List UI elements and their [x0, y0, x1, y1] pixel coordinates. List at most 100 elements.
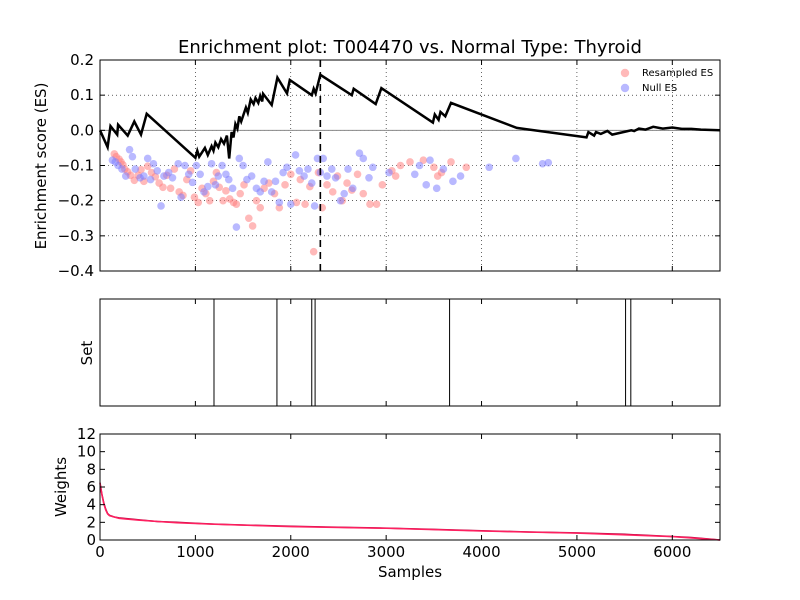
- resampled-es-point: [275, 203, 284, 212]
- resampled-es-point: [222, 187, 230, 195]
- null-es-point: [184, 170, 193, 179]
- null-es-point: [415, 161, 424, 170]
- null-es-point: [228, 184, 237, 193]
- resampled-es-point: [462, 163, 471, 172]
- null-es-point: [319, 154, 328, 163]
- resampled-es-point: [143, 162, 152, 171]
- weights-y-tick-label: 10: [77, 443, 96, 461]
- resampled-es-point: [396, 161, 405, 170]
- resampled-es-point: [353, 170, 362, 179]
- null-es-point: [164, 168, 173, 177]
- null-es-point: [456, 172, 465, 180]
- null-es-point: [538, 159, 547, 168]
- null-es-point: [146, 175, 155, 184]
- null-es-point: [214, 172, 223, 180]
- resampled-es-point: [159, 183, 167, 192]
- null-es-point: [286, 200, 295, 208]
- null-es-point: [449, 177, 457, 186]
- resampled-es-point: [447, 158, 455, 166]
- null-es-point: [224, 175, 233, 184]
- null-es-point: [131, 165, 140, 173]
- set-x-ticks: [99, 299, 673, 406]
- resampled-es-point: [419, 156, 428, 165]
- null-es-point: [232, 223, 241, 231]
- null-es-point: [275, 198, 284, 207]
- es-y-tick-label: −0.2: [58, 192, 94, 210]
- resampled-es-point: [378, 181, 387, 189]
- null-es-point: [323, 172, 331, 180]
- null-es-point: [485, 163, 493, 172]
- resampled-es-point: [430, 163, 438, 172]
- es-x-ticks: [99, 60, 673, 271]
- null-es-point: [128, 152, 137, 161]
- null-es-point: [344, 165, 352, 173]
- weights-x-tick-label: 3000: [367, 543, 405, 561]
- resampled-es-point: [252, 196, 261, 205]
- resampled-es-point: [323, 181, 331, 189]
- resampled-es-point: [366, 200, 374, 208]
- null-es-point: [153, 166, 162, 175]
- es-legend: Resampled ES Null ES: [620, 68, 713, 94]
- null-es-point: [385, 168, 393, 177]
- weights-line: [99, 483, 721, 541]
- chart-title: Enrichment plot: T004470 vs. Normal Type…: [178, 37, 642, 58]
- weights-x-tick-label: 1000: [176, 543, 214, 561]
- null-es-point: [410, 170, 419, 179]
- resampled-es-point: [292, 198, 301, 207]
- null-es-point: [203, 182, 212, 191]
- resampled-es-point: [236, 189, 245, 198]
- legend-null-marker: [620, 83, 630, 93]
- resampled-es-point: [286, 170, 295, 179]
- null-es-point: [340, 189, 348, 198]
- weights-y-tick-label: 2: [86, 513, 96, 531]
- resampled-es-point: [343, 179, 351, 187]
- null-es-point: [235, 154, 244, 163]
- resampled-es-point: [281, 181, 289, 189]
- weights-x-ticks: 0 1000 2000 3000 4000 5000 6000: [95, 434, 691, 561]
- resampled-es-point: [205, 196, 214, 205]
- resampled-es-point: [137, 165, 145, 174]
- null-es-point: [331, 174, 340, 182]
- weights-x-tick-label: 2000: [272, 543, 310, 561]
- null-es-point: [256, 188, 265, 196]
- null-es-point: [247, 172, 256, 180]
- weights-y-tick-label: 8: [86, 460, 96, 478]
- null-es-point: [181, 161, 189, 170]
- null-es-point: [149, 159, 158, 168]
- weights-x-tick-label: 6000: [653, 543, 691, 561]
- weights-y-tick-label: 6: [86, 478, 96, 496]
- null-es-point: [143, 154, 152, 163]
- es-panel: −0.4 −0.3 −0.2 −0.1 0.0 0.1 0.2 Enrichment sco…: [32, 51, 721, 280]
- set-y-axis-label: Set: [78, 341, 96, 366]
- null-es-point: [125, 145, 134, 154]
- null-es-point: [218, 161, 226, 170]
- null-es-point: [327, 165, 336, 173]
- resampled-es-point: [406, 158, 414, 166]
- weights-x-tick-label: 5000: [558, 543, 596, 561]
- legend-resampled-label: Resampled ES: [642, 68, 713, 79]
- null-es-point: [439, 165, 448, 173]
- es-y-axis-label: Enrichment score (ES): [32, 83, 50, 250]
- null-es-point: [512, 154, 520, 163]
- weights-y-axis-label: Weights: [52, 457, 70, 517]
- null-es-point: [260, 177, 268, 186]
- resampled-es-point: [256, 203, 265, 212]
- es-y-tick-label: −0.3: [58, 227, 94, 245]
- resampled-es-point: [166, 184, 175, 193]
- null-es-point: [267, 188, 276, 196]
- resampled-es-point: [301, 200, 309, 208]
- resampled-es-point: [194, 198, 203, 207]
- es-y-tick-label: 0.0: [70, 121, 94, 139]
- weights-x-tick-label: 4000: [462, 543, 500, 561]
- null-es-point: [544, 158, 553, 167]
- null-es-point: [192, 161, 201, 170]
- null-es-point: [295, 166, 304, 175]
- null-es-point: [121, 172, 130, 180]
- null-es-point: [313, 154, 322, 163]
- null-es-point: [196, 170, 204, 179]
- set-membership-bars: [213, 299, 632, 406]
- es-running-sum-line: [98, 72, 721, 161]
- set-panel: Set: [78, 298, 721, 407]
